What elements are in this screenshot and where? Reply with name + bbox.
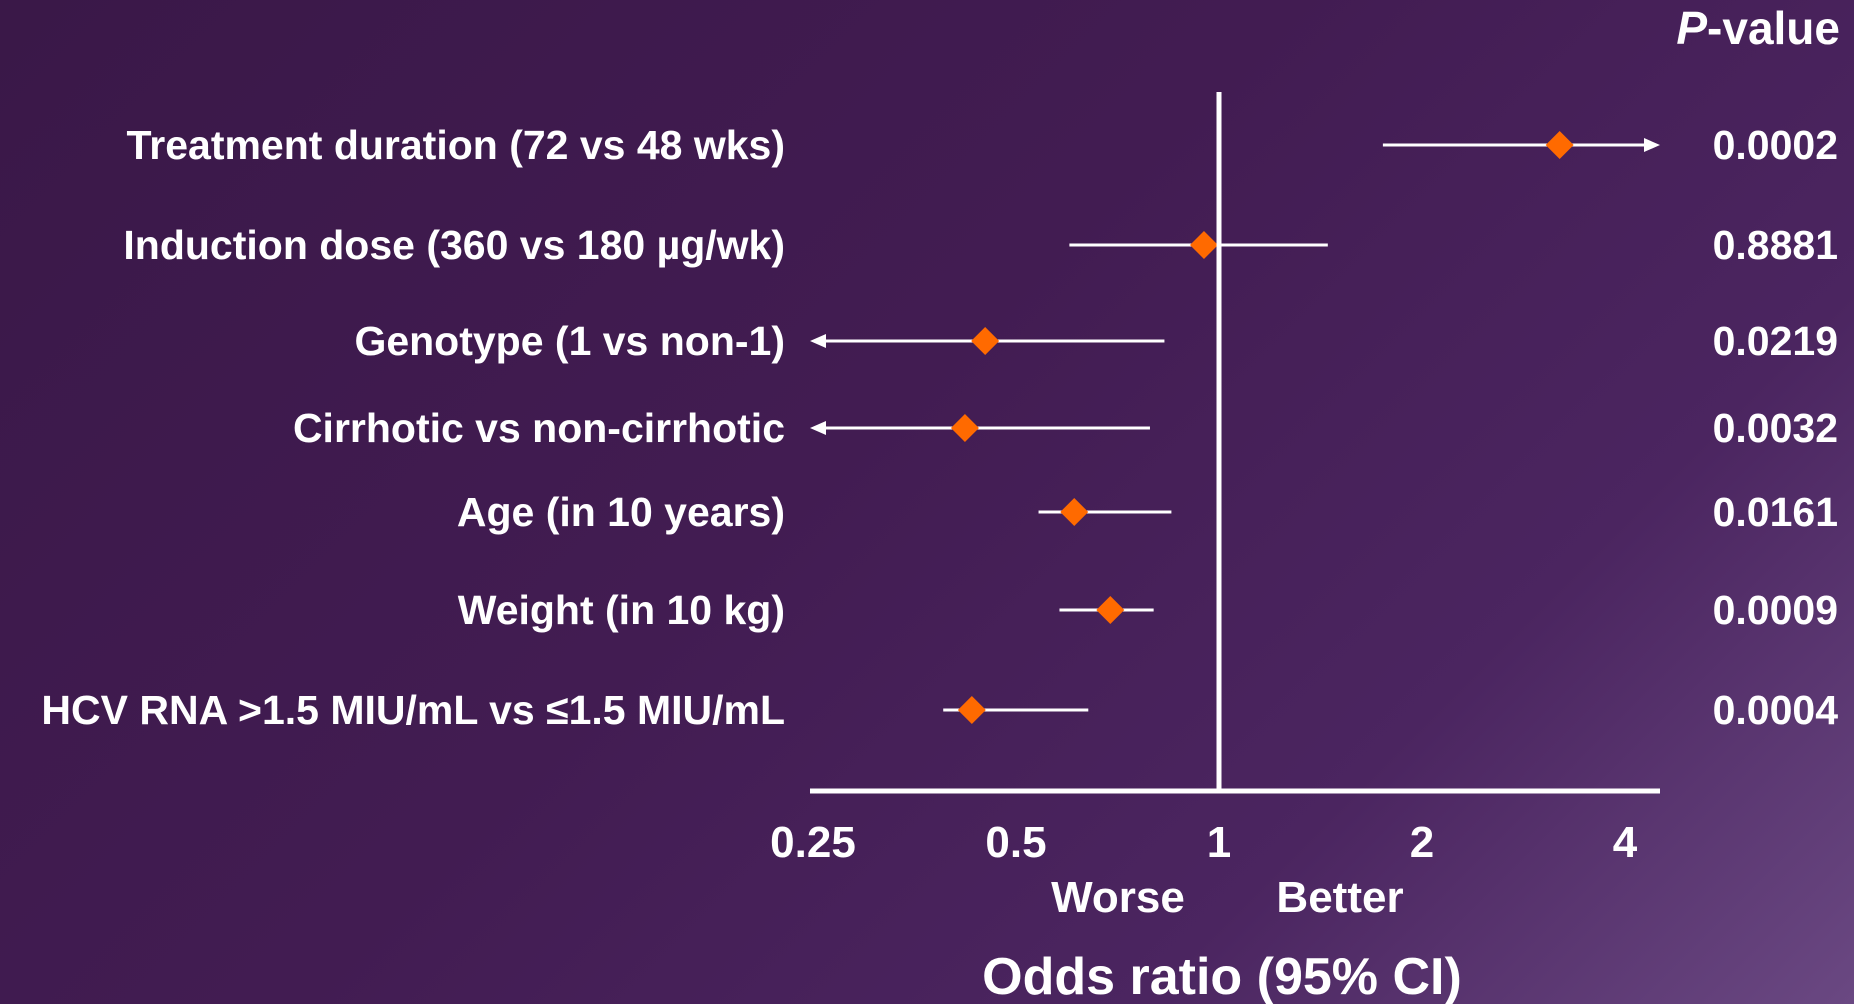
forest-row: Weight (in 10 kg) 0.0009: [458, 587, 1838, 633]
row-label: Age (in 10 years): [457, 489, 785, 535]
x-tick-label: 1: [1207, 818, 1231, 867]
forest-rows: Treatment duration (72 vs 48 wks) 0.0002 I…: [41, 122, 1838, 733]
row-p-value: 0.0219: [1713, 318, 1838, 364]
odds-ratio-marker: [1545, 131, 1574, 159]
row-p-value: 0.0032: [1713, 405, 1838, 451]
odds-ratio-marker: [950, 414, 979, 442]
forest-row: Genotype (1 vs non-1) 0.0219: [354, 318, 1838, 364]
direction-worse-label: Worse: [1051, 873, 1185, 922]
odds-ratio-marker: [1189, 231, 1218, 259]
row-p-value: 0.0002: [1713, 122, 1838, 168]
forest-row: HCV RNA >1.5 MIU/mL vs ≤1.5 MIU/mL 0.0004: [41, 687, 1838, 733]
ci-arrow-right: [1644, 138, 1660, 152]
pvalue-header: P-value: [1676, 2, 1840, 54]
row-label: Cirrhotic vs non-cirrhotic: [293, 405, 785, 451]
row-label: Induction dose (360 vs 180 µg/wk): [123, 222, 785, 268]
row-label: Genotype (1 vs non-1): [354, 318, 785, 364]
odds-ratio-marker: [1060, 498, 1089, 526]
ci-arrow-left: [810, 334, 826, 348]
row-label: HCV RNA >1.5 MIU/mL vs ≤1.5 MIU/mL: [41, 687, 785, 733]
x-axis-title: Odds ratio (95% CI): [982, 948, 1462, 1004]
row-label: Treatment duration (72 vs 48 wks): [126, 122, 785, 168]
row-p-value: 0.0009: [1713, 587, 1838, 633]
row-p-value: 0.8881: [1713, 222, 1838, 268]
row-p-value: 0.0161: [1713, 489, 1838, 535]
odds-ratio-marker: [1096, 596, 1125, 624]
odds-ratio-marker: [957, 696, 986, 724]
forest-row: Age (in 10 years) 0.0161: [457, 489, 1838, 535]
forest-row: Treatment duration (72 vs 48 wks) 0.0002: [126, 122, 1838, 168]
x-tick-label: 4: [1613, 818, 1638, 867]
x-axis: 0.25 0.5 1 2 4: [770, 92, 1660, 867]
forest-row: Induction dose (360 vs 180 µg/wk) 0.8881: [123, 222, 1838, 268]
forest-row: Cirrhotic vs non-cirrhotic 0.0032: [293, 405, 1838, 451]
ci-arrow-left: [810, 421, 826, 435]
x-tick-label: 2: [1410, 818, 1434, 867]
row-label: Weight (in 10 kg): [458, 587, 785, 633]
x-tick-label: 0.5: [985, 818, 1046, 867]
odds-ratio-marker: [971, 327, 1000, 355]
row-p-value: 0.0004: [1713, 687, 1839, 733]
direction-better-label: Better: [1276, 873, 1403, 922]
x-tick-label: 0.25: [770, 818, 856, 867]
